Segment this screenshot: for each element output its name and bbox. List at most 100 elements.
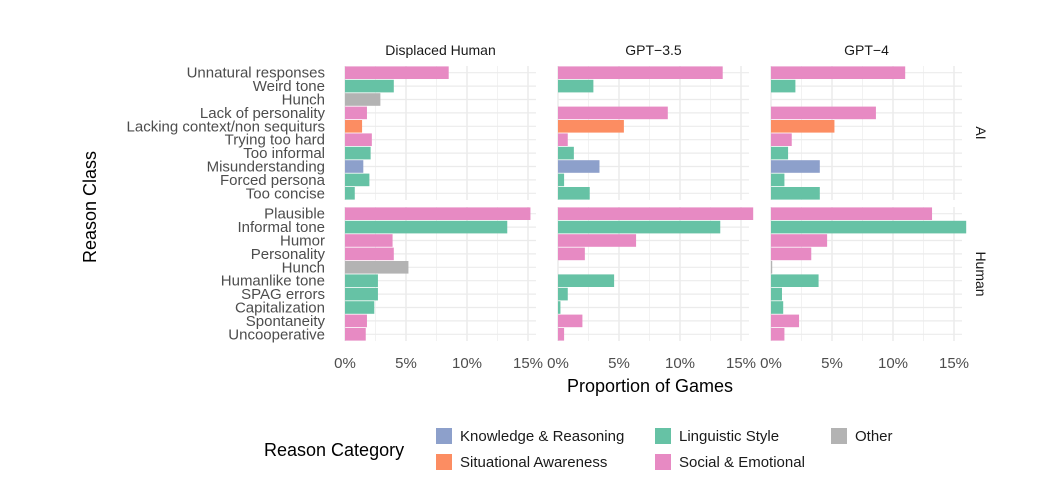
bar-ai-forced-persona-1 (558, 173, 565, 187)
category-label-humanlike-tone: Humanlike tone (221, 273, 325, 290)
bar-human-plausible-2 (771, 207, 933, 220)
bar-ai-unnatural-responses-1 (558, 66, 723, 79)
bar-ai-weird-tone-1 (558, 79, 594, 93)
facet-row-label-ai: AI (973, 126, 989, 139)
bar-ai-lacking-context-non-sequiturs-0 (345, 120, 363, 133)
category-label-lack-of-personality: Lack of personality (200, 105, 326, 122)
bar-ai-unnatural-responses-2 (771, 66, 906, 79)
legend-swatch-linguistic-style (655, 428, 671, 444)
x-tick-label: 0% (547, 355, 569, 372)
bar-human-hunch-2 (771, 261, 773, 274)
category-label-trying-too-hard: Trying too hard (225, 132, 325, 149)
legend-swatch-situational-awareness (436, 454, 452, 470)
category-label-too-informal: Too informal (243, 145, 325, 162)
bar-human-uncooperative-1 (558, 328, 565, 341)
bar-ai-lack-of-personality-2 (771, 106, 876, 120)
bar-ai-forced-persona-0 (345, 173, 370, 187)
bar-ai-too-informal-2 (771, 146, 789, 160)
bar-ai-lacking-context-non-sequiturs-1 (558, 120, 624, 133)
x-tick-label: 15% (513, 355, 543, 372)
x-tick-label: 5% (608, 355, 630, 372)
facet-label-displaced-human: Displaced Human (385, 42, 496, 58)
panel-ai-0 (344, 66, 536, 200)
x-tick-label: 5% (395, 355, 417, 372)
bar-ai-trying-too-hard-0 (345, 133, 372, 146)
category-label-informal-tone: Informal tone (237, 219, 325, 236)
bar-human-personality-1 (558, 247, 585, 261)
bar-human-hunch-0 (345, 261, 409, 274)
category-label-weird-tone: Weird tone (253, 78, 325, 95)
bar-human-spontaneity-0 (345, 314, 367, 328)
panel-ai-1 (557, 66, 749, 200)
bar-human-humanlike-tone-1 (558, 274, 615, 287)
bar-ai-trying-too-hard-2 (771, 133, 792, 146)
facet-label-gpt-3-5: GPT−3.5 (625, 42, 682, 58)
legend-label-other: Other (855, 428, 893, 445)
category-label-hunch: Hunch (282, 259, 325, 276)
bar-human-spag-errors-2 (771, 287, 782, 301)
bar-ai-trying-too-hard-1 (558, 133, 568, 146)
bar-human-informal-tone-1 (558, 220, 721, 234)
category-label-personality: Personality (251, 246, 326, 263)
bar-human-humor-0 (345, 234, 393, 247)
legend-swatch-social-emotional (655, 454, 671, 470)
bar-human-uncooperative-2 (771, 328, 785, 341)
bar-human-capitalization-2 (771, 301, 784, 314)
bar-ai-weird-tone-0 (345, 79, 394, 93)
panel-human-2 (770, 207, 967, 341)
facet-label-gpt-4: GPT−4 (844, 42, 889, 58)
legend-label-knowledge-reasoning: Knowledge & Reasoning (460, 428, 624, 445)
x-tick-label: 5% (821, 355, 843, 372)
legend-label-linguistic-style: Linguistic Style (679, 428, 779, 445)
bar-ai-lacking-context-non-sequiturs-2 (771, 120, 835, 133)
x-tick-label: 10% (452, 355, 482, 372)
bar-human-plausible-1 (558, 207, 754, 220)
panel-human-0 (344, 207, 536, 341)
category-label-uncooperative: Uncooperative (228, 326, 325, 343)
bar-ai-weird-tone-2 (771, 79, 796, 93)
bar-ai-misunderstanding-2 (771, 160, 820, 173)
category-label-lacking-context-non-sequiturs: Lacking context/non sequiturs (127, 118, 325, 135)
legend-label-situational-awareness: Situational Awareness (460, 454, 607, 471)
bar-human-personality-0 (345, 247, 394, 261)
bar-human-humanlike-tone-0 (345, 274, 378, 287)
category-label-spag-errors: SPAG errors (241, 286, 325, 303)
x-tick-label: 10% (665, 355, 695, 372)
category-label-forced-persona: Forced persona (220, 172, 326, 189)
category-label-capitalization: Capitalization (235, 300, 325, 317)
bar-human-informal-tone-0 (345, 220, 508, 234)
bar-human-humanlike-tone-2 (771, 274, 819, 287)
bar-human-plausible-0 (345, 207, 531, 220)
bar-ai-unnatural-responses-0 (345, 66, 449, 79)
legend-swatch-other (831, 428, 847, 444)
category-label-plausible: Plausible (264, 206, 325, 223)
legend: Reason Category Knowledge & Reasoning Situ… (264, 428, 893, 471)
category-label-spontaneity: Spontaneity (246, 313, 326, 330)
category-label-misunderstanding: Misunderstanding (207, 159, 325, 176)
category-label-unnatural-responses: Unnatural responses (187, 65, 325, 82)
bar-ai-misunderstanding-1 (558, 160, 600, 173)
x-axis-title: Proportion of Games (567, 376, 733, 396)
y-axis-title: Reason Class (80, 151, 100, 263)
bar-human-humor-1 (558, 234, 637, 247)
x-tick-label: 10% (878, 355, 908, 372)
x-tick-label: 0% (760, 355, 782, 372)
category-label-hunch: Hunch (282, 92, 325, 109)
bar-human-spontaneity-1 (558, 314, 583, 328)
category-label-humor: Humor (280, 233, 325, 250)
x-tick-label: 0% (334, 355, 356, 372)
bar-human-spag-errors-0 (345, 287, 378, 301)
bar-human-capitalization-1 (558, 301, 561, 314)
bar-ai-lack-of-personality-0 (345, 106, 367, 120)
bar-ai-too-informal-0 (345, 146, 371, 160)
facet-row-label-human: Human (973, 251, 989, 296)
bar-ai-too-informal-1 (558, 146, 574, 160)
bar-ai-hunch-0 (345, 93, 381, 106)
bar-ai-forced-persona-2 (771, 173, 785, 187)
bar-ai-misunderstanding-0 (345, 160, 364, 173)
panel-ai-2 (770, 66, 962, 200)
bar-human-spontaneity-2 (771, 314, 800, 328)
bar-ai-too-concise-2 (771, 187, 820, 200)
legend-title: Reason Category (264, 440, 404, 460)
